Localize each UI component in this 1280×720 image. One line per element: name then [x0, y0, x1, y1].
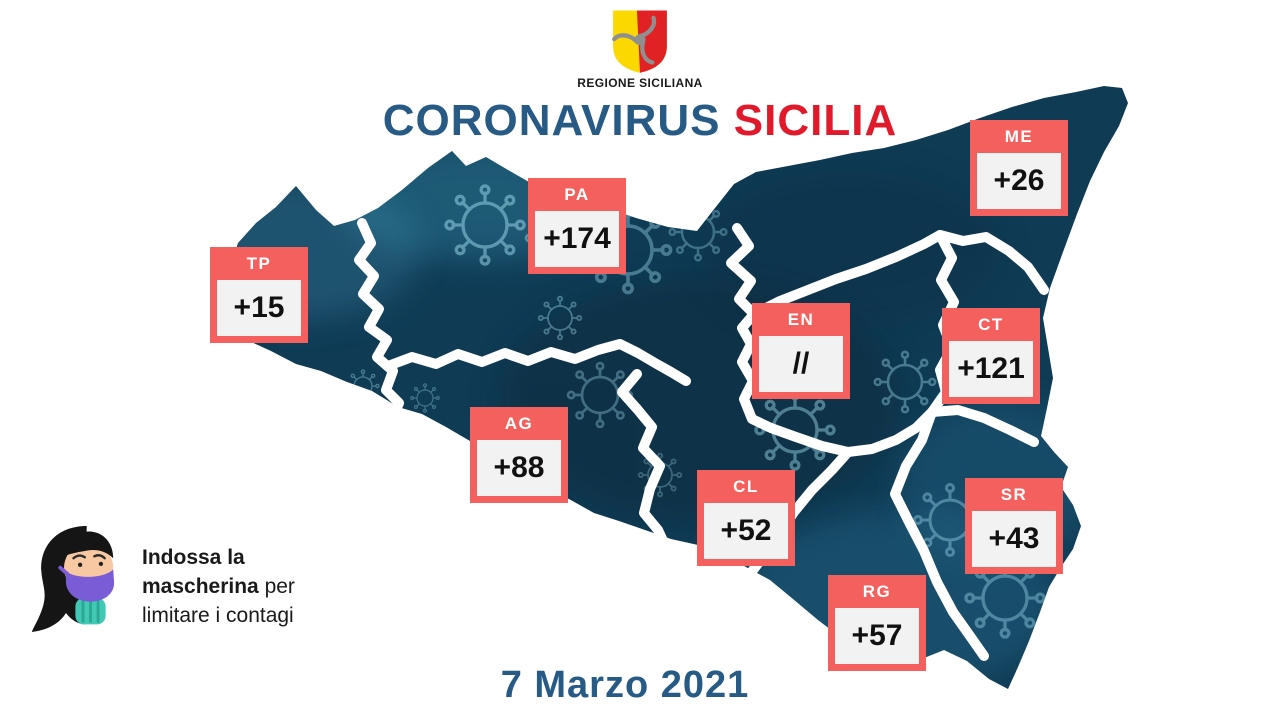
province-badge-cl: CL +52	[697, 470, 795, 566]
title-sicilia: SICILIA	[733, 96, 898, 145]
province-code: TP	[246, 254, 272, 273]
province-value: +57	[835, 608, 919, 664]
date-label: 7 Marzo 2021	[500, 664, 750, 706]
province-value: +88	[477, 440, 561, 496]
province-value: +52	[704, 503, 788, 559]
province-badge-sr: SR +43	[965, 478, 1063, 574]
page-title: CORONAVIRUS SICILIA	[0, 96, 1280, 146]
trinacria-icon	[612, 15, 657, 65]
province-value: +26	[977, 153, 1061, 209]
mask-message: Indossa la mascherina per limitare i con…	[142, 543, 334, 630]
province-badge-tp: TP +15	[210, 247, 308, 343]
mask-message-bold: Indossa la mascherina	[142, 546, 259, 598]
region-logo-shield	[612, 10, 667, 73]
province-badge-ct: CT +121	[942, 308, 1040, 404]
province-badge-ag: AG +88	[470, 407, 568, 503]
province-value: +174	[535, 211, 619, 267]
mask-message-regular: per limitare i contagi	[142, 575, 295, 627]
province-code: RG	[862, 582, 892, 601]
province-value: +43	[972, 511, 1056, 567]
province-code: EN	[787, 310, 815, 329]
province-code: CT	[978, 315, 1004, 334]
province-code: SR	[1000, 485, 1028, 504]
province-badge-pa: PA +174	[528, 178, 626, 274]
mask-woman-illustration	[31, 526, 115, 632]
province-badge-rg: RG +57	[828, 575, 926, 671]
province-value: +121	[949, 341, 1033, 397]
province-value: //	[759, 336, 843, 392]
province-code: ME	[1004, 127, 1034, 146]
province-badge-en: EN //	[752, 303, 850, 399]
province-code: PA	[564, 185, 590, 204]
province-code: AG	[504, 414, 534, 433]
province-badge-me: ME +26	[970, 120, 1068, 216]
logo-caption: REGIONE SICILIANA	[577, 76, 703, 90]
title-coronavirus: CORONAVIRUS	[382, 96, 721, 145]
province-value: +15	[217, 280, 301, 336]
province-code: CL	[733, 477, 759, 496]
